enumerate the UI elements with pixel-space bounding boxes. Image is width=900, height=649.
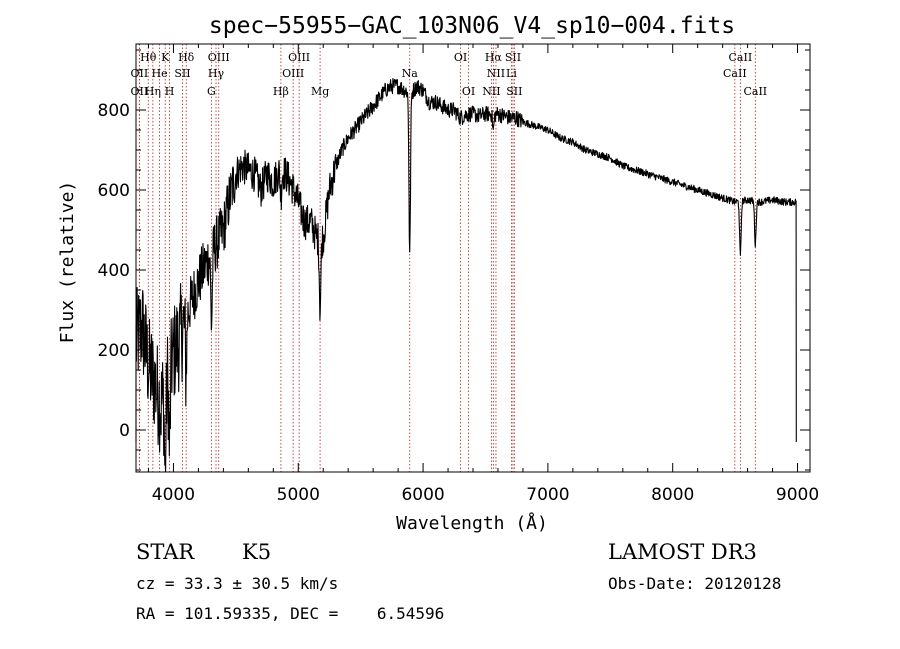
marker-label-26: CaII bbox=[723, 67, 747, 80]
x-tick-label-6000: 6000 bbox=[401, 485, 444, 505]
object-class: STAR bbox=[136, 540, 195, 564]
marker-label-12: OIII bbox=[288, 51, 310, 64]
y-tick-label-0: 0 bbox=[119, 421, 130, 441]
marker-label-8: Hδ bbox=[178, 51, 195, 64]
marker-label-2: OII bbox=[131, 85, 149, 98]
marker-label-25: CaII bbox=[729, 51, 753, 64]
y-tick-label-600: 600 bbox=[98, 181, 130, 201]
y-tick-label-800: 800 bbox=[98, 101, 130, 121]
y-axis: 0 200 400 600 800 bbox=[98, 49, 810, 471]
marker-label-5: K bbox=[161, 51, 170, 64]
flux-series-line bbox=[135, 77, 797, 473]
marker-label-7: SII bbox=[174, 67, 190, 80]
marker-label-19: Hα bbox=[485, 51, 503, 64]
survey-name: LAMOST DR3 bbox=[608, 540, 757, 564]
marker-label-16: Na bbox=[402, 67, 419, 80]
marker-label-21: NII bbox=[487, 67, 505, 80]
marker-label-0: Hθ bbox=[140, 51, 157, 64]
marker-label-3: He bbox=[152, 67, 168, 80]
x-tick-label-4000: 4000 bbox=[152, 485, 195, 505]
redshift-text: cz = 33.3 ± 30.5 km/s bbox=[136, 574, 338, 593]
marker-label-13: OIII bbox=[282, 67, 304, 80]
y-tick-label-200: 200 bbox=[98, 341, 130, 361]
chart-title: spec−55955−GAC_103N06_V4_sp10−004.fits bbox=[209, 13, 735, 39]
marker-label-22: Li bbox=[506, 67, 517, 80]
marker-label-10: Hγ bbox=[208, 67, 225, 80]
marker-label-18: OI bbox=[462, 85, 475, 98]
marker-label-27: CaII bbox=[743, 85, 767, 98]
obs-date: Obs-Date: 20120128 bbox=[608, 574, 781, 593]
y-tick-label-400: 400 bbox=[98, 261, 130, 281]
marker-label-17: OI bbox=[454, 51, 467, 64]
x-tick-label-9000: 9000 bbox=[776, 485, 819, 505]
x-tick-label-8000: 8000 bbox=[651, 485, 694, 505]
x-tick-label-7000: 7000 bbox=[526, 485, 569, 505]
marker-label-9: OIII bbox=[208, 51, 230, 64]
x-tick-label-5000: 5000 bbox=[277, 485, 320, 505]
x-axis: 4000 5000 6000 7000 8000 9000 bbox=[147, 44, 819, 505]
marker-label-14: Hβ bbox=[273, 85, 289, 98]
marker-label-4: Hη bbox=[145, 85, 161, 98]
marker-label-20: SII bbox=[505, 51, 521, 64]
coordinates: RA = 101.59335, DEC = 6.54596 bbox=[136, 604, 444, 623]
marker-label-11: G bbox=[207, 85, 216, 98]
marker-label-24: SII bbox=[506, 85, 522, 98]
marker-label-15: Mg bbox=[311, 85, 329, 98]
y-axis-label: Flux (relative) bbox=[57, 181, 78, 344]
object-subclass: K5 bbox=[242, 540, 271, 564]
marker-label-6: H bbox=[165, 85, 175, 98]
marker-label-23: NII bbox=[482, 85, 500, 98]
x-axis-label: Wavelength (Å) bbox=[396, 512, 548, 534]
